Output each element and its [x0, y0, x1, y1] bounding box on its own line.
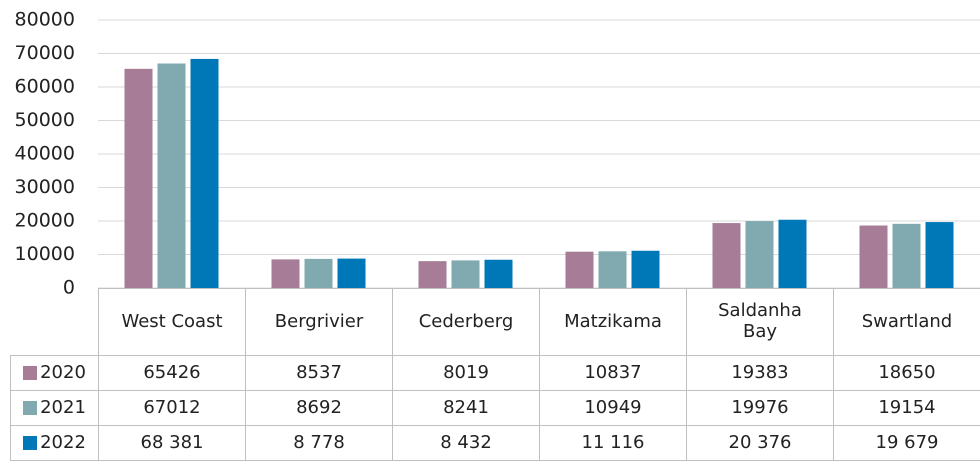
- category-label: Saldanha Bay: [686, 288, 834, 356]
- category-label-text: West Coast: [121, 310, 223, 332]
- table-value-text: 68 381: [140, 431, 204, 453]
- bar: [598, 251, 627, 288]
- y-tick-label: 40000: [15, 143, 75, 165]
- legend-swatch: [23, 401, 38, 415]
- table-value-text: 8019: [443, 361, 489, 383]
- table-value-text: 8692: [296, 396, 342, 418]
- table-value-text: 8241: [443, 396, 489, 418]
- legend-entry: 2021: [10, 390, 99, 426]
- table-value: 8692: [245, 390, 393, 426]
- bar: [484, 259, 513, 288]
- bar: [271, 259, 300, 288]
- bar: [565, 251, 594, 288]
- table-value: 8241: [392, 390, 540, 426]
- table-value: 18650: [833, 355, 980, 391]
- bar: [712, 223, 741, 288]
- category-label-text: Matzikama: [564, 310, 662, 332]
- table-value-text: 10837: [584, 361, 642, 383]
- category-label-text: Swartland: [861, 310, 953, 332]
- legend-swatch: [23, 366, 38, 380]
- bar: [124, 68, 153, 288]
- table-value: 10949: [539, 390, 687, 426]
- bar: [304, 258, 333, 288]
- table-value-text: 19 679: [875, 431, 939, 453]
- legend-entry: 2022: [10, 425, 99, 461]
- table-value: 19 679: [833, 425, 980, 461]
- table-value: 19976: [686, 390, 834, 426]
- table-value: 19154: [833, 390, 980, 426]
- bar: [190, 58, 219, 289]
- table-value-text: 18650: [878, 361, 936, 383]
- y-tick-label: 60000: [15, 76, 75, 98]
- table-value: 68 381: [98, 425, 246, 461]
- legend-entry-text: 2022: [40, 431, 86, 453]
- y-tick-label: 80000: [15, 9, 75, 31]
- y-tick-label: 70000: [15, 42, 75, 64]
- table-value-text: 19976: [731, 396, 789, 418]
- y-tick-label: 10000: [15, 243, 75, 265]
- bar: [157, 63, 186, 289]
- legend-entry-text: 2021: [40, 396, 86, 418]
- category-label: Swartland: [833, 288, 980, 356]
- category-label-text: Cederberg: [418, 310, 514, 332]
- table-value: 8 778: [245, 425, 393, 461]
- category-label-text: Bergrivier: [274, 310, 364, 332]
- category-label: Matzikama: [539, 288, 687, 356]
- table-value-text: 8 778: [293, 431, 345, 453]
- bar: [337, 258, 366, 288]
- table-value: 20 376: [686, 425, 834, 461]
- y-tick-label: 30000: [15, 176, 75, 198]
- table-value: 8537: [245, 355, 393, 391]
- table-value-text: 10949: [584, 396, 642, 418]
- category-label: Bergrivier: [245, 288, 393, 356]
- table-value: 19383: [686, 355, 834, 391]
- table-value: 11 116: [539, 425, 687, 461]
- bar: [778, 219, 807, 288]
- legend-entry-text: 2020: [40, 361, 86, 383]
- category-label-text: Saldanha Bay: [718, 300, 802, 342]
- table-value-text: 8 432: [440, 431, 492, 453]
- bar: [451, 260, 480, 288]
- table-value-text: 11 116: [581, 431, 645, 453]
- table-value: 65426: [98, 355, 246, 391]
- table-value: 67012: [98, 390, 246, 426]
- category-label: West Coast: [98, 288, 246, 356]
- bar: [859, 225, 888, 288]
- category-label: Cederberg: [392, 288, 540, 356]
- table-value: 8019: [392, 355, 540, 391]
- table-value-text: 8537: [296, 361, 342, 383]
- y-tick-label: 20000: [15, 210, 75, 232]
- table-value: 10837: [539, 355, 687, 391]
- table-value-text: 19383: [731, 361, 789, 383]
- bar: [925, 222, 954, 288]
- y-tick-label: 50000: [15, 109, 75, 131]
- legend-swatch: [23, 436, 38, 450]
- bar: [745, 221, 774, 288]
- table-value-text: 67012: [143, 396, 201, 418]
- bar: [418, 261, 447, 288]
- legend-entry: 2020: [10, 355, 99, 391]
- y-tick-label: 0: [63, 277, 75, 299]
- table-value-text: 20 376: [728, 431, 792, 453]
- bar: [892, 223, 921, 288]
- table-value-text: 19154: [878, 396, 936, 418]
- table-value: 8 432: [392, 425, 540, 461]
- bar: [631, 250, 660, 288]
- table-value-text: 65426: [143, 361, 201, 383]
